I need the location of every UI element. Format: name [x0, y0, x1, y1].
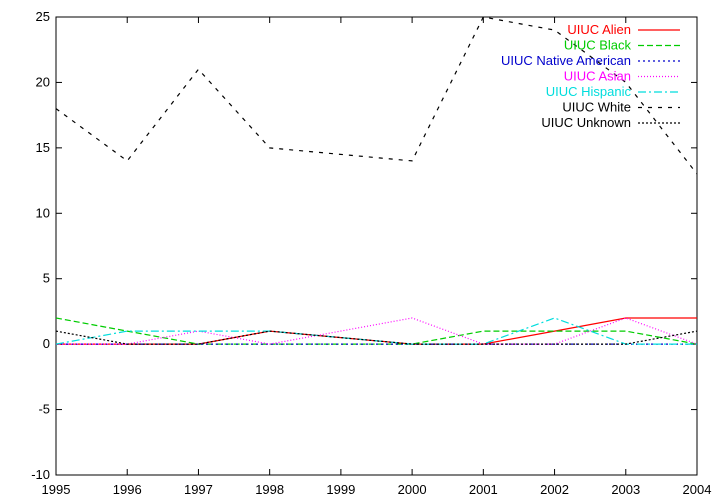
legend-label: UIUC White — [562, 100, 631, 115]
series-line-uiuc-asian — [56, 317, 698, 345]
x-tick-label: 2004 — [683, 482, 712, 497]
axis-ticks: -10 -5 0 5 10 15 20 25 1995 1996 1997 1998 1999 2000 2… — [31, 9, 711, 497]
y-tick-label: 15 — [36, 140, 50, 155]
legend-label: UIUC Alien — [567, 22, 631, 37]
y-tick-label: -10 — [31, 467, 50, 482]
y-tick-label: 25 — [36, 9, 50, 24]
legend-label: UIUC Black — [564, 38, 632, 53]
y-tick-label: -5 — [38, 402, 50, 417]
x-tick-label: 2002 — [540, 482, 569, 497]
series-line-uiuc-white — [55, 16, 698, 175]
y-tick-label: 0 — [43, 336, 50, 351]
legend-label: UIUC Native American — [501, 53, 631, 68]
x-tick-label: 2000 — [398, 482, 427, 497]
legend-label: UIUC Asian — [564, 69, 631, 84]
legend-label: UIUC Unknown — [541, 115, 631, 130]
series-line-uiuc-black — [55, 317, 698, 345]
x-tick-label: 1995 — [42, 482, 71, 497]
series-line-uiuc-unknown — [55, 330, 698, 345]
y-tick-label: 20 — [36, 74, 50, 89]
x-tick-label: 1998 — [255, 482, 284, 497]
legend-label: UIUC Hispanic — [546, 84, 632, 99]
x-tick-label: 1999 — [326, 482, 355, 497]
x-tick-label: 1997 — [184, 482, 213, 497]
y-tick-label: 5 — [43, 271, 50, 286]
x-tick-label: 2003 — [611, 482, 640, 497]
x-tick-label: 2001 — [469, 482, 498, 497]
plot-frame — [55, 16, 698, 476]
y-tick-label: 10 — [36, 205, 50, 220]
series-line-uiuc-hispanic — [55, 317, 697, 345]
x-tick-label: 1996 — [113, 482, 142, 497]
series-layer — [55, 16, 698, 345]
